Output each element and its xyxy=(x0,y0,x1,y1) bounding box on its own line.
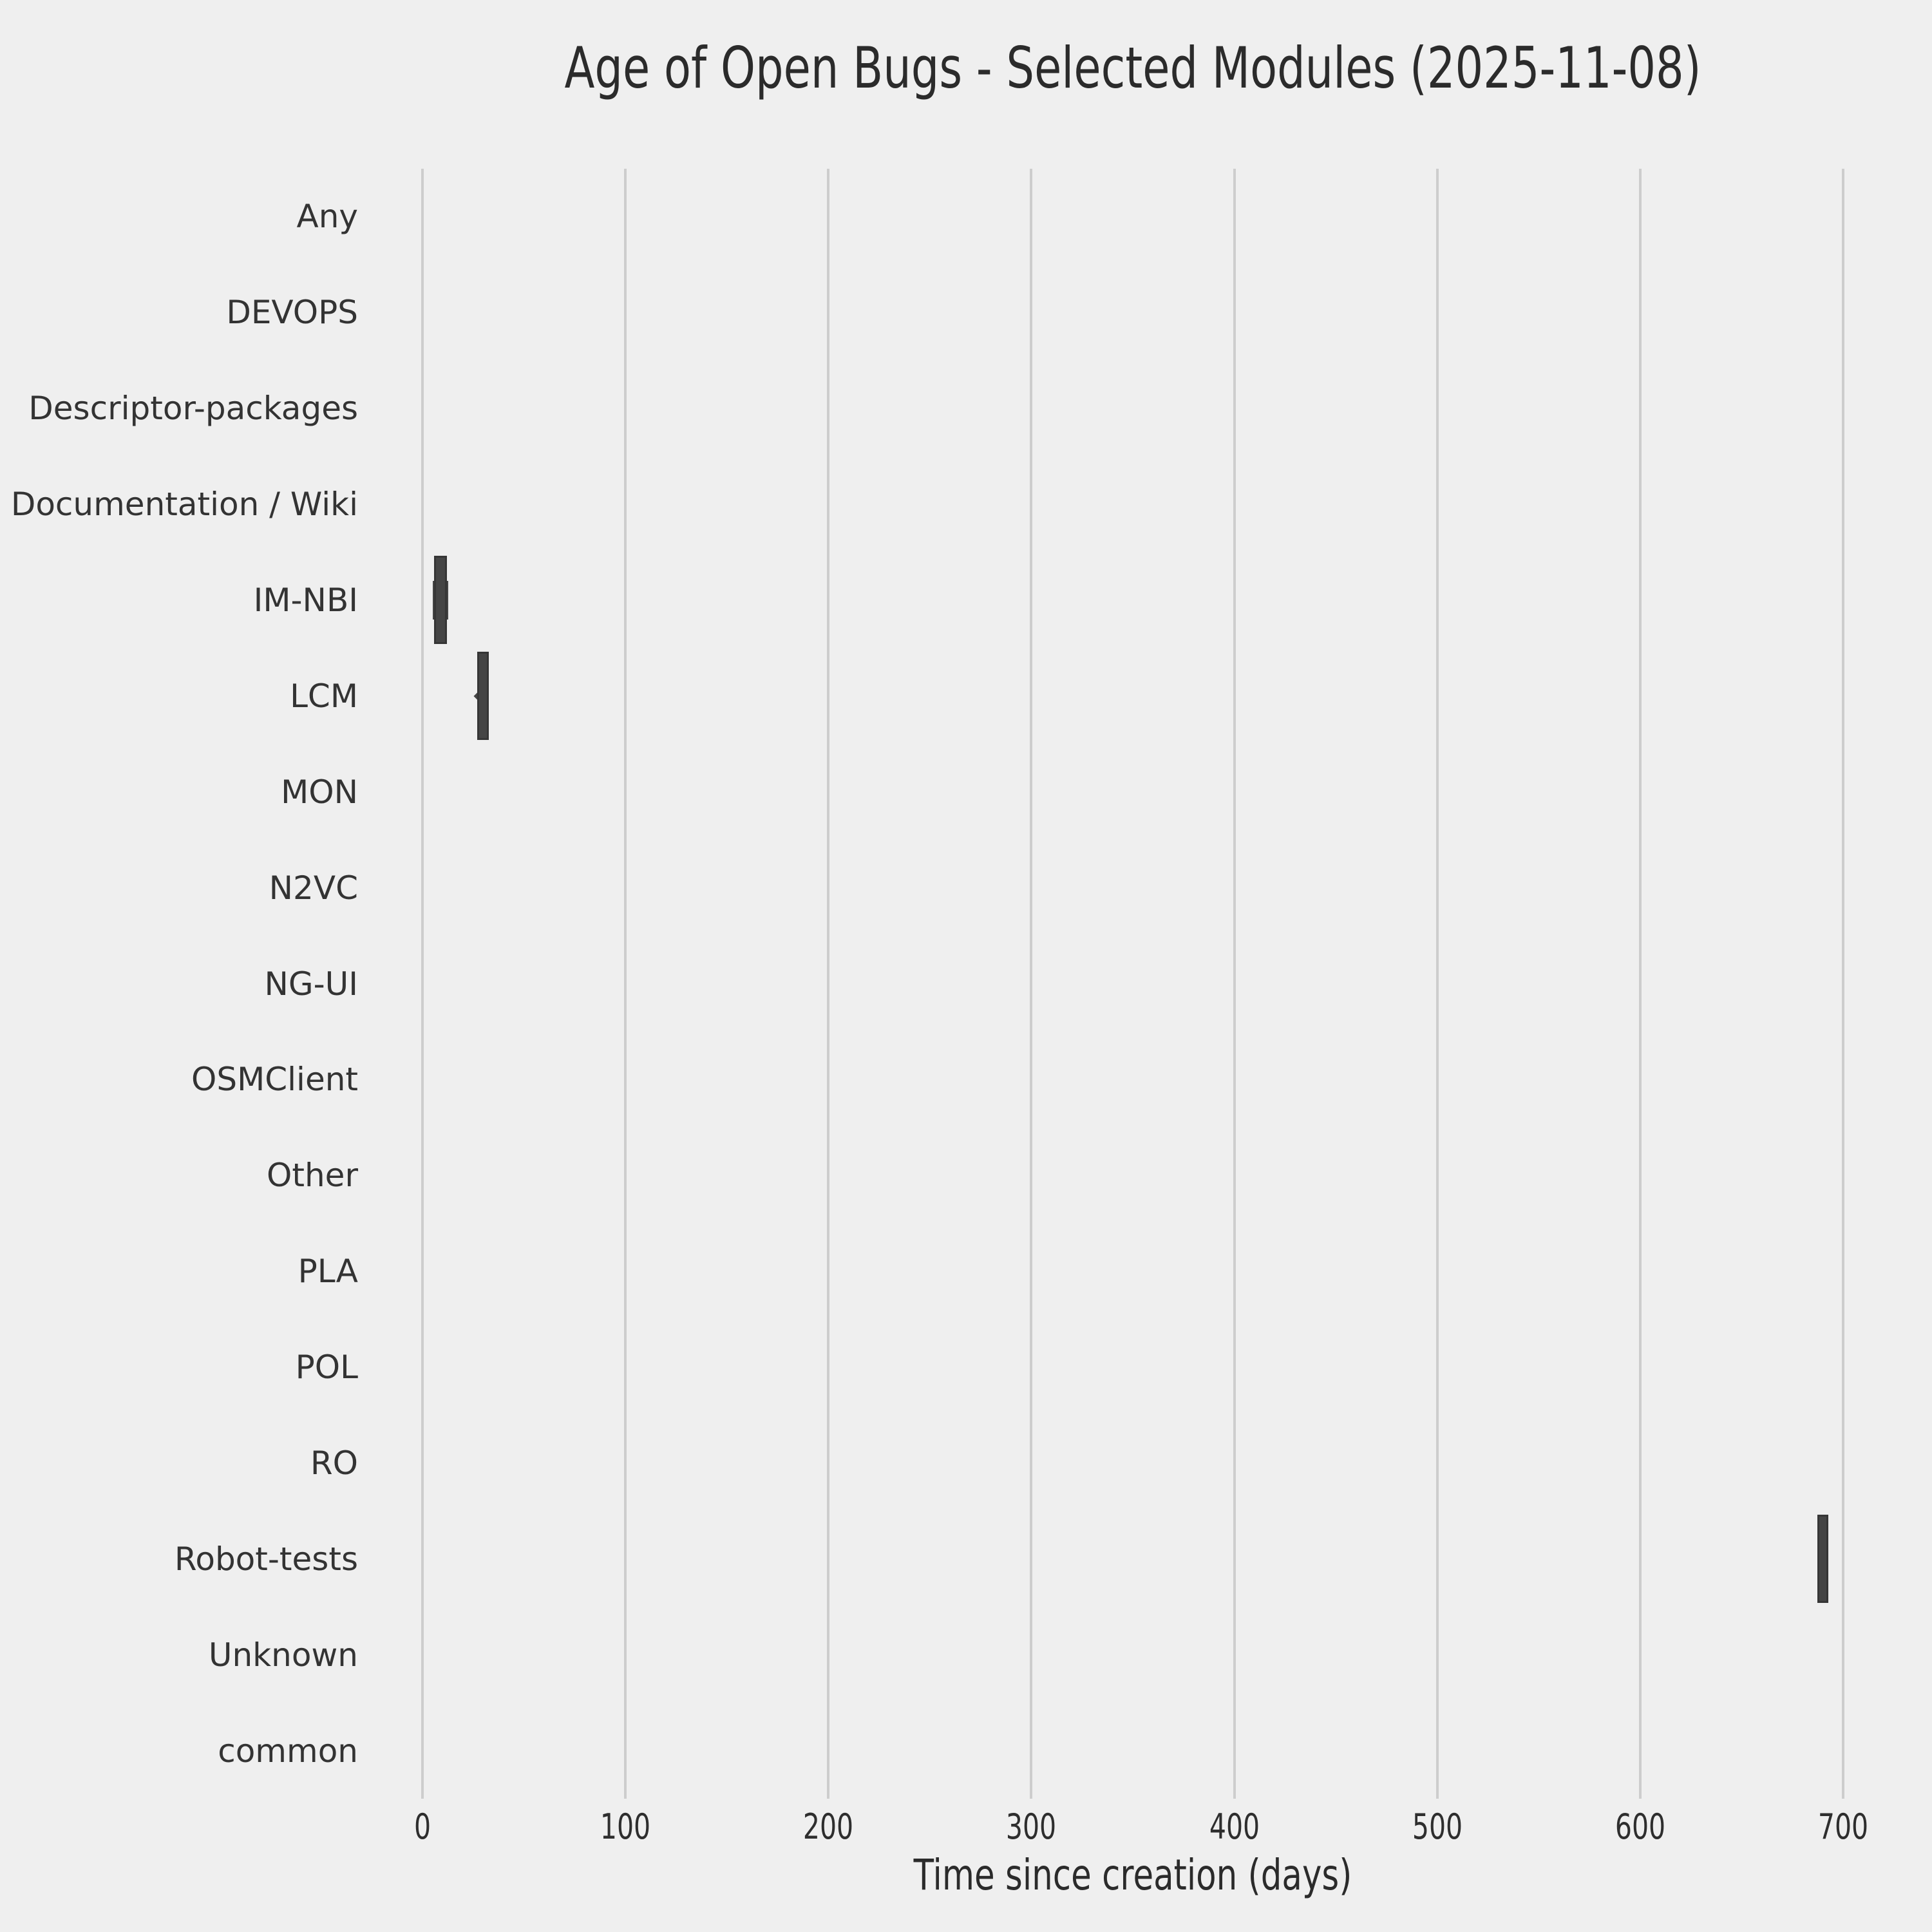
gridline-x-100 xyxy=(624,169,627,1799)
gridline-x-600 xyxy=(1638,169,1642,1799)
y-category-label-any: Any xyxy=(296,198,358,236)
y-category-label-mon: MON xyxy=(281,773,358,811)
x-tick-label-text-400: 400 xyxy=(1209,1806,1260,1847)
gridline-x-400 xyxy=(1233,169,1236,1799)
x-tick-label-600: 600 xyxy=(1607,1806,1673,1847)
y-category-label-descriptor-packages: Descriptor-packages xyxy=(28,390,358,428)
gridline-x-500 xyxy=(1435,169,1439,1799)
y-category-label-pol: POL xyxy=(295,1349,358,1387)
x-tick-label-0: 0 xyxy=(412,1806,433,1847)
x-tick-label-700: 700 xyxy=(1810,1806,1876,1847)
gridline-x-0 xyxy=(421,169,424,1799)
y-category-label-n2vc: N2VC xyxy=(269,869,358,907)
chart-title-text: Age of Open Bugs - Selected Modules (202… xyxy=(564,35,1701,101)
y-category-label-unknown: Unknown xyxy=(208,1636,358,1674)
x-axis-title: Time since creation (days) xyxy=(852,1852,1414,1899)
x-tick-label-text-700: 700 xyxy=(1817,1806,1869,1847)
y-category-label-ng-ui: NG-UI xyxy=(264,965,358,1003)
box-Robot-tests xyxy=(1817,1515,1828,1604)
x-tick-label-text-600: 600 xyxy=(1615,1806,1666,1847)
x-tick-label-100: 100 xyxy=(592,1806,659,1847)
gridline-x-700 xyxy=(1842,169,1844,1799)
gridline-x-200 xyxy=(827,169,830,1799)
box-LCM xyxy=(477,652,489,741)
x-tick-label-200: 200 xyxy=(795,1806,862,1847)
x-tick-label-500: 500 xyxy=(1404,1806,1470,1847)
y-category-label-im-nbi: IM-NBI xyxy=(253,581,358,619)
y-axis-labels: Any DEVOPS Descriptor-packages Documentatio… xyxy=(0,0,358,1932)
y-category-label-osmclient: OSMClient xyxy=(191,1061,358,1099)
box-IM-NBI xyxy=(434,556,448,645)
y-category-label-ro: RO xyxy=(310,1444,358,1482)
x-tick-label-text-200: 200 xyxy=(803,1806,854,1847)
y-category-label-other: Other xyxy=(267,1157,358,1195)
x-tick-label-300: 300 xyxy=(998,1806,1065,1847)
y-category-label-devops: DEVOPS xyxy=(226,294,358,332)
y-category-label-common: common xyxy=(218,1732,358,1770)
y-category-label-documentation-wiki: Documentation / Wiki xyxy=(10,486,358,524)
x-tick-label-400: 400 xyxy=(1201,1806,1267,1847)
y-category-label-pla: PLA xyxy=(298,1253,358,1291)
x-axis-title-text: Time since creation (days) xyxy=(913,1850,1352,1900)
chart-title: Age of Open Bugs - Selected Modules (202… xyxy=(404,37,1862,100)
x-tick-label-text-100: 100 xyxy=(600,1806,651,1847)
x-tick-label-text-500: 500 xyxy=(1412,1806,1463,1847)
x-tick-label-text-300: 300 xyxy=(1006,1806,1057,1847)
y-category-label-lcm: LCM xyxy=(290,677,358,715)
y-category-label-robot-tests: Robot-tests xyxy=(174,1540,358,1578)
gridline-x-300 xyxy=(1030,169,1033,1799)
x-tick-label-text-0: 0 xyxy=(413,1806,431,1847)
